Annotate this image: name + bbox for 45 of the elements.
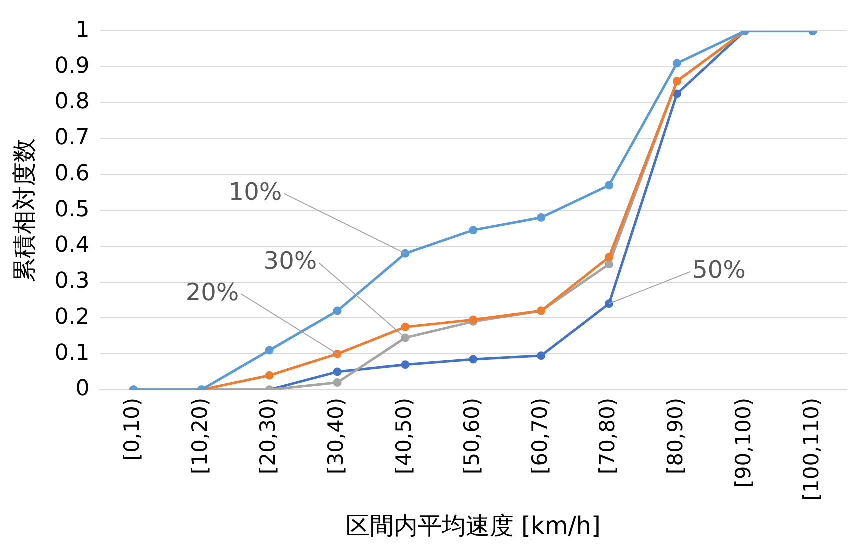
x-tick-label: [70,80) <box>596 398 620 474</box>
y-tick-label: 0.8 <box>54 90 90 115</box>
point <box>469 226 478 235</box>
point <box>265 346 274 355</box>
y-tick-label: 0 <box>76 376 90 402</box>
x-tick-label: [90,100) <box>732 398 756 488</box>
x-tick-label: [100,110) <box>799 398 824 502</box>
text: 30% <box>264 247 318 276</box>
y-tick-label: 1 <box>76 18 90 43</box>
point <box>401 360 410 370</box>
y-tick-label: 0.6 <box>54 161 90 186</box>
point <box>333 378 342 388</box>
point <box>672 90 682 98</box>
point <box>537 214 546 222</box>
y-tick-label: 0.1 <box>54 340 90 366</box>
y-tick-label: 0.9 <box>54 54 90 79</box>
text: 50% <box>692 256 746 284</box>
y-tick-label: 0.2 <box>54 304 90 330</box>
point <box>401 334 410 342</box>
point <box>265 371 274 380</box>
x-tick-label: [40,50) <box>392 398 416 474</box>
point <box>605 252 614 262</box>
point <box>469 355 478 364</box>
x-tick-label: [30,40) <box>324 398 348 474</box>
x-tick-label: [10,20) <box>188 398 212 474</box>
y-axis-title: 累積相対度数 <box>10 138 39 283</box>
x-tick-label: [80,90) <box>664 398 688 474</box>
y-tick-label: 0.4 <box>54 233 90 258</box>
point <box>333 368 342 376</box>
point <box>672 59 682 68</box>
point <box>537 352 546 360</box>
y-tick-label: 0.3 <box>54 269 90 294</box>
point <box>605 260 614 269</box>
y-tick-label: 0.7 <box>54 126 90 151</box>
x-tick-label: [0,10) <box>120 398 144 462</box>
text: 10% <box>228 178 282 206</box>
x-tick-label: [60,70) <box>528 398 552 474</box>
x-tick-label: [50,60) <box>460 398 484 474</box>
point <box>605 181 614 190</box>
point <box>401 322 410 332</box>
y-tick-label: 0.5 <box>54 197 90 222</box>
x-tick-label: [20,30) <box>256 398 280 474</box>
point <box>333 306 342 316</box>
x-axis-title: 区間内平均速度 [km/h] <box>346 512 601 540</box>
text: 20% <box>186 278 240 306</box>
